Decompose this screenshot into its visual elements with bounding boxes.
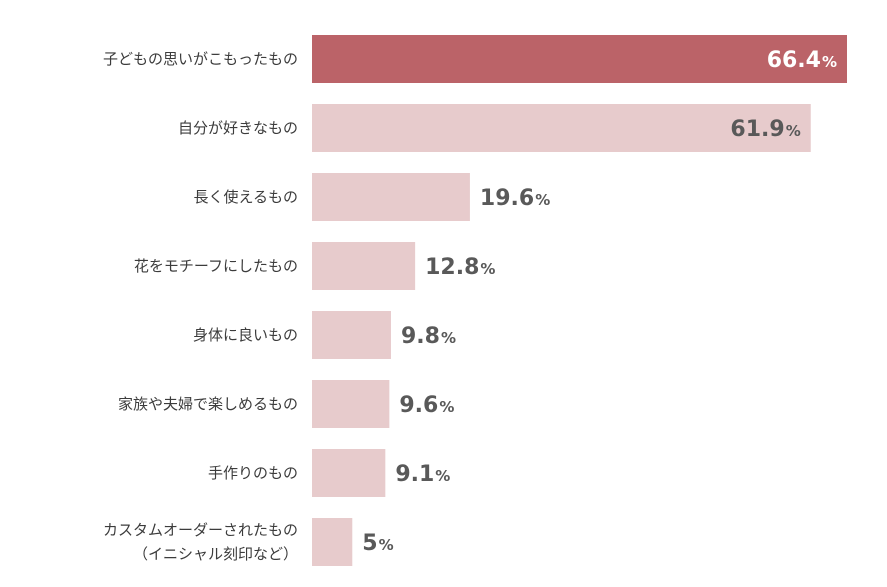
category-label-4: 花をモチーフにしたもの: [134, 257, 298, 275]
value-percent-sign-2: %: [786, 122, 801, 140]
bar-1: [312, 35, 847, 83]
value-number-8: 5: [362, 531, 377, 556]
bar-3: [312, 173, 470, 221]
category-label-3: 長く使えるもの: [193, 188, 298, 206]
value-percent-sign-4: %: [480, 260, 495, 278]
category-label-6: 家族や夫婦で楽しめるもの: [118, 395, 298, 413]
value-percent-sign-6: %: [439, 398, 454, 416]
value-number-4: 12.8: [425, 255, 479, 280]
category-label-8-line-1: カスタムオーダーされたもの: [103, 521, 298, 539]
category-label-7: 手作りのもの: [208, 464, 298, 482]
value-label-3: 19.6%: [480, 186, 550, 211]
category-label-1: 子どもの思いがこもったもの: [103, 50, 298, 68]
value-label-2: 61.9%: [730, 117, 800, 142]
value-number-7: 9.1: [395, 462, 434, 487]
value-percent-sign-8: %: [379, 536, 394, 554]
value-percent-sign-1: %: [822, 53, 837, 71]
bar-8: [312, 518, 353, 566]
value-label-1: 66.4%: [767, 48, 837, 73]
value-number-5: 9.8: [401, 324, 440, 349]
value-percent-sign-7: %: [435, 467, 450, 485]
bars: [312, 35, 847, 566]
value-number-6: 9.6: [399, 393, 438, 418]
bar-2: [312, 104, 811, 152]
value-number-2: 61.9: [730, 117, 784, 142]
bar-4: [312, 242, 416, 290]
value-label-7: 9.1%: [395, 462, 450, 487]
value-label-6: 9.6%: [399, 393, 454, 418]
category-labels: 子どもの思いがこもったもの自分が好きなもの長く使えるもの花をモチーフにしたもの身…: [103, 50, 298, 563]
bar-5: [312, 311, 391, 359]
value-percent-sign-5: %: [441, 329, 456, 347]
category-label-8-line-2: （イニシャル刻印など）: [133, 545, 298, 563]
value-number-1: 66.4: [767, 48, 821, 73]
value-label-8: 5%: [362, 531, 393, 556]
value-number-3: 19.6: [480, 186, 534, 211]
bar-6: [312, 380, 390, 428]
category-label-5: 身体に良いもの: [193, 326, 298, 344]
value-percent-sign-3: %: [535, 191, 550, 209]
value-labels: 66.4%61.9%19.6%12.8%9.8%9.6%9.1%5%: [362, 48, 837, 556]
value-label-5: 9.8%: [401, 324, 456, 349]
value-label-4: 12.8%: [425, 255, 495, 280]
bar-7: [312, 449, 386, 497]
category-label-2: 自分が好きなもの: [178, 119, 298, 137]
